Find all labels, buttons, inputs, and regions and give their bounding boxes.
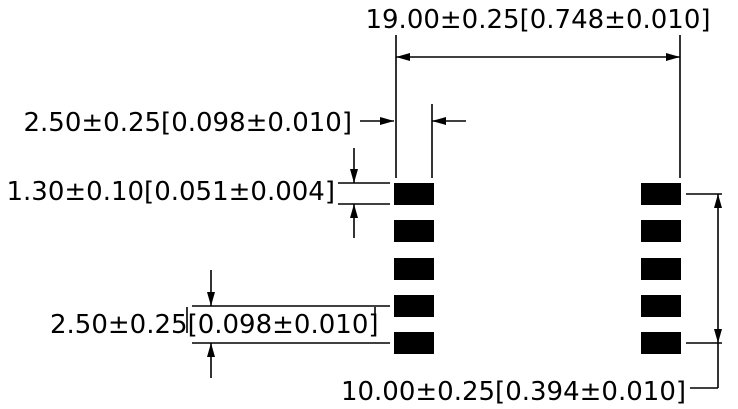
pad-width-label: 2.50±0.25[0.098±0.010] [23,108,352,138]
pad [641,258,681,280]
pad [394,183,434,205]
pitch-horizontal-label: 19.00±0.25[0.748±0.010] [365,5,710,35]
dimension-pad-width: 2.50±0.25[0.098±0.010] [23,104,466,178]
pad [641,332,681,354]
pad-pitch-vertical-label: 2.50±0.25[0.098±0.010] [50,310,379,340]
dimension-pad-pitch-vertical: 2.50±0.25[0.098±0.010] [50,270,390,378]
pad [641,183,681,205]
dimension-pitch-horizontal: 19.00±0.25[0.748±0.010] [365,5,711,178]
pad [641,295,681,317]
pad-column-left [394,183,434,354]
pad [394,258,434,280]
pad-column-right [641,183,681,354]
pad [394,332,434,354]
pad [641,220,681,242]
pad [394,220,434,242]
dimension-row-span-vertical: 10.00±0.25[0.394±0.010] [341,193,722,407]
dimension-pad-height: 1.30±0.10[0.051±0.004] [6,148,390,238]
pad [394,295,434,317]
row-span-vertical-label: 10.00±0.25[0.394±0.010] [341,377,686,407]
pad-height-label: 1.30±0.10[0.051±0.004] [6,177,335,207]
